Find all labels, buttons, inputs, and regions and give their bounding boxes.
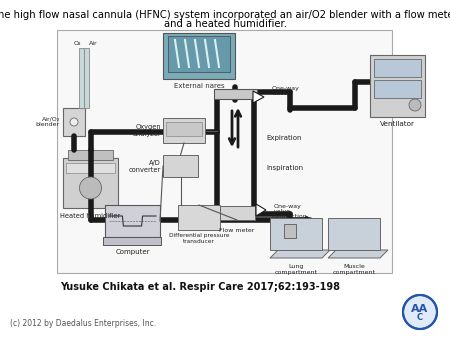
Text: AA: AA: [411, 304, 428, 314]
Bar: [178, 205, 220, 230]
Bar: [214, 89, 257, 99]
Text: Air/O₂
blender: Air/O₂ blender: [36, 117, 60, 127]
Text: Inspiration: Inspiration: [266, 165, 303, 171]
Text: C: C: [417, 314, 423, 322]
Text: Expiration: Expiration: [266, 135, 302, 141]
Bar: [105, 205, 160, 237]
Bar: [270, 218, 322, 250]
Text: One-way
valve: One-way valve: [274, 203, 302, 214]
Bar: [220, 206, 255, 220]
Text: Lung
compartment: Lung compartment: [274, 264, 318, 275]
Bar: [63, 158, 118, 208]
Bar: [166, 122, 202, 136]
Bar: [79, 48, 84, 108]
Text: Differential pressure
transducer: Differential pressure transducer: [169, 233, 229, 244]
Bar: [163, 155, 198, 177]
Text: External nares: External nares: [174, 83, 224, 89]
Text: O₂: O₂: [73, 41, 81, 46]
Polygon shape: [253, 91, 264, 103]
Text: Computer: Computer: [115, 249, 150, 255]
Circle shape: [80, 177, 102, 199]
Bar: [168, 36, 230, 72]
Bar: [84, 48, 89, 108]
Polygon shape: [328, 250, 388, 258]
Circle shape: [409, 99, 421, 111]
Polygon shape: [256, 204, 266, 216]
Polygon shape: [270, 250, 330, 258]
Text: Ventilator: Ventilator: [380, 121, 415, 127]
Text: A/D
converter: A/D converter: [129, 160, 161, 172]
Bar: [103, 237, 161, 245]
Text: One-way
valve: One-way valve: [272, 86, 300, 96]
Bar: [66, 163, 115, 173]
Bar: [163, 33, 235, 79]
Circle shape: [403, 295, 437, 329]
Text: Flow meter: Flow meter: [219, 228, 255, 233]
Text: and a heated humidifier.: and a heated humidifier.: [163, 19, 287, 29]
Bar: [57, 30, 392, 273]
Bar: [63, 108, 85, 136]
Text: Air: Air: [89, 41, 98, 46]
Text: Connection: Connection: [272, 214, 308, 219]
Text: Yusuke Chikata et al. Respir Care 2017;62:193-198: Yusuke Chikata et al. Respir Care 2017;6…: [60, 282, 340, 292]
Bar: [328, 218, 380, 250]
Bar: [284, 224, 296, 238]
Text: (c) 2012 by Daedalus Enterprises, Inc.: (c) 2012 by Daedalus Enterprises, Inc.: [10, 319, 156, 328]
Text: Muscle
compartment: Muscle compartment: [333, 264, 375, 275]
Text: Heated humidifier: Heated humidifier: [60, 213, 121, 219]
Bar: [163, 118, 205, 143]
Bar: [374, 80, 421, 98]
Bar: [370, 55, 425, 117]
Circle shape: [70, 118, 78, 126]
Text: The high flow nasal cannula (HFNC) system incorporated an air/O2 blender with a : The high flow nasal cannula (HFNC) syste…: [0, 10, 450, 20]
Bar: [374, 59, 421, 77]
Text: Oxygen
analyzer: Oxygen analyzer: [132, 124, 161, 137]
Bar: [68, 150, 113, 160]
